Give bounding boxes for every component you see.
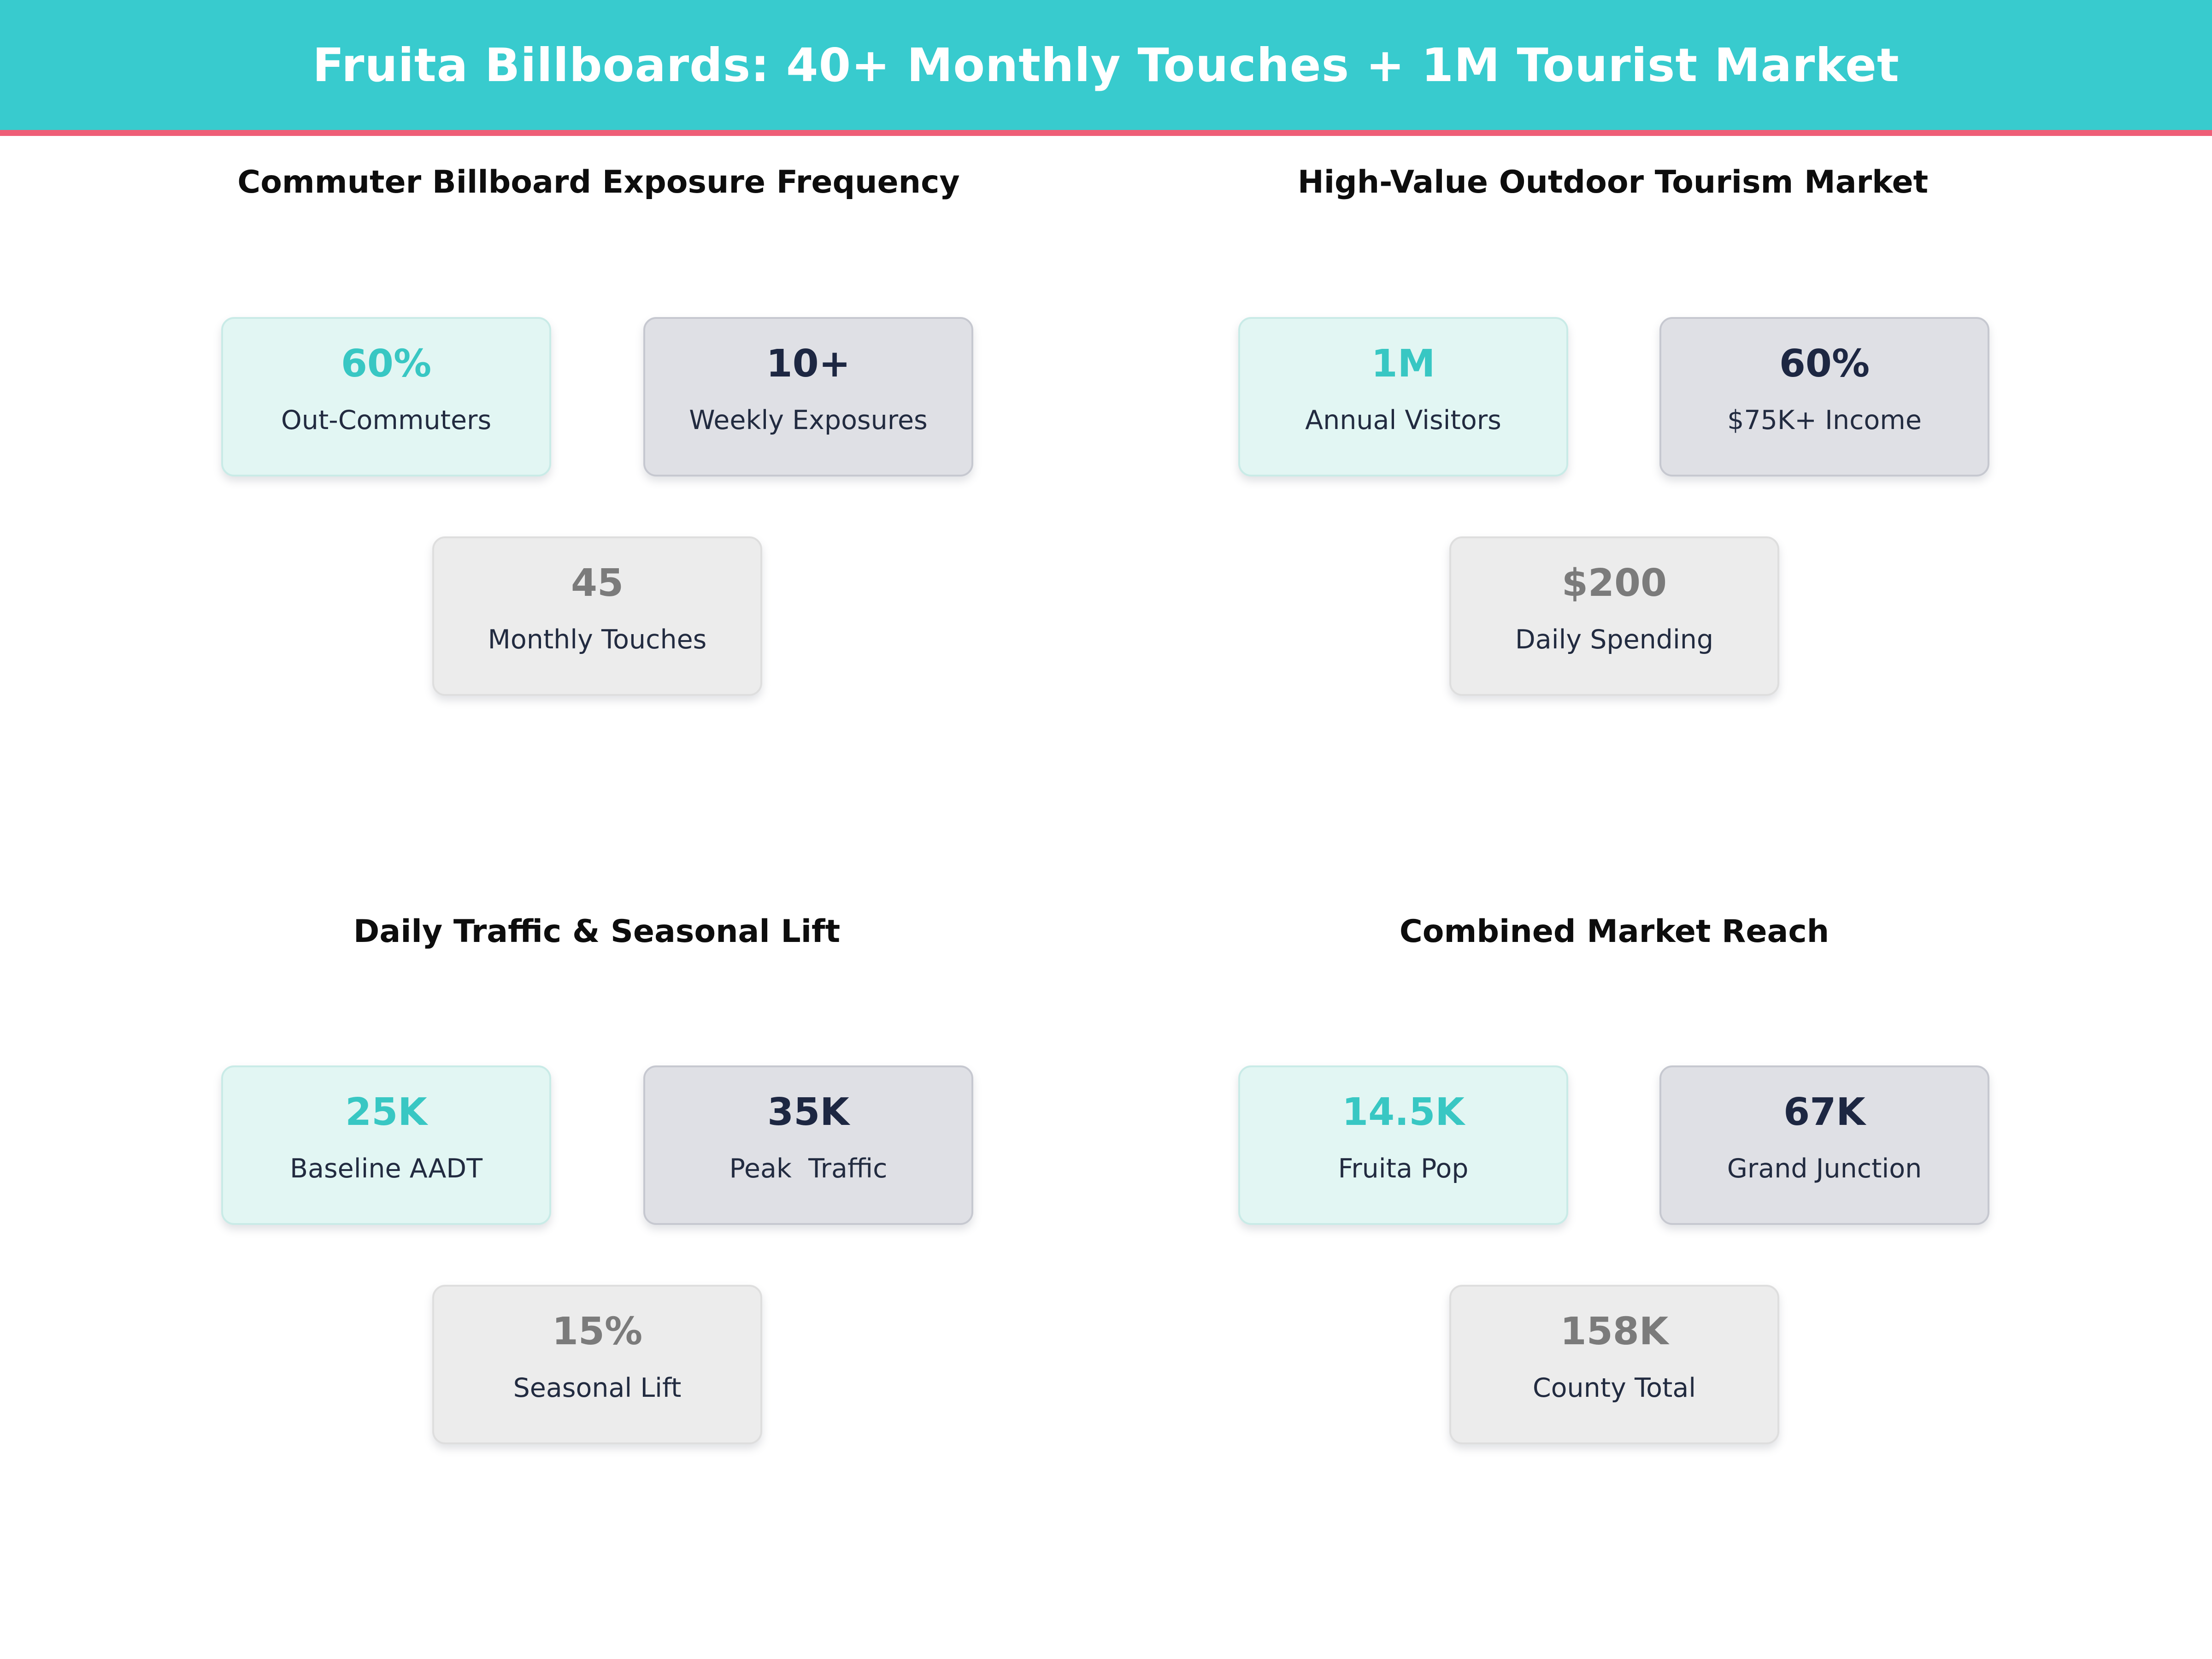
kpi-card-fruita-pop: 14.5K Fruita Pop xyxy=(1238,1065,1568,1225)
kpi-label: Baseline AADT xyxy=(289,1153,483,1184)
section-title-combined-reach: Combined Market Reach xyxy=(1399,913,1830,950)
kpi-value: 25K xyxy=(345,1090,427,1134)
page-title: Fruita Billboards: 40+ Monthly Touches +… xyxy=(312,38,1900,92)
section-title-daily-traffic: Daily Traffic & Seasonal Lift xyxy=(353,913,841,950)
kpi-label: Weekly Exposures xyxy=(689,405,928,435)
kpi-label: Out-Commuters xyxy=(281,405,492,435)
kpi-card-baseline-aadt: 25K Baseline AADT xyxy=(221,1065,551,1225)
section-title-commuter-exposure: Commuter Billboard Exposure Frequency xyxy=(237,164,960,200)
kpi-value: 35K xyxy=(767,1090,849,1134)
kpi-value: 14.5K xyxy=(1342,1090,1465,1134)
kpi-card-seasonal-lift: 15% Seasonal Lift xyxy=(432,1285,762,1444)
kpi-value: 60% xyxy=(341,342,432,386)
kpi-label: Peak Traffic xyxy=(729,1153,888,1184)
kpi-value: 15% xyxy=(552,1310,643,1353)
kpi-value: 1M xyxy=(1371,342,1435,386)
kpi-label: Monthly Touches xyxy=(488,624,707,655)
kpi-card-grand-junction: 67K Grand Junction xyxy=(1659,1065,1989,1225)
kpi-card-income: 60% $75K+ Income xyxy=(1659,317,1989,477)
kpi-label: $75K+ Income xyxy=(1727,405,1922,435)
kpi-label: Daily Spending xyxy=(1515,624,1714,655)
kpi-label: Annual Visitors xyxy=(1305,405,1501,435)
kpi-card-out-commuters: 60% Out-Commuters xyxy=(221,317,551,477)
kpi-value: $200 xyxy=(1561,561,1667,605)
kpi-card-peak-traffic: 35K Peak Traffic xyxy=(643,1065,973,1225)
kpi-label: Fruita Pop xyxy=(1338,1153,1469,1184)
kpi-value: 60% xyxy=(1779,342,1870,386)
kpi-label: Grand Junction xyxy=(1727,1153,1922,1184)
kpi-card-annual-visitors: 1M Annual Visitors xyxy=(1238,317,1568,477)
kpi-value: 45 xyxy=(571,561,624,605)
section-title-tourism-market: High-Value Outdoor Tourism Market xyxy=(1297,164,1929,200)
header-banner: Fruita Billboards: 40+ Monthly Touches +… xyxy=(0,0,2212,130)
kpi-card-daily-spending: $200 Daily Spending xyxy=(1449,536,1779,696)
kpi-label: County Total xyxy=(1532,1373,1696,1403)
kpi-value: 10+ xyxy=(766,342,851,386)
kpi-card-weekly-exposures: 10+ Weekly Exposures xyxy=(643,317,973,477)
kpi-label: Seasonal Lift xyxy=(513,1373,682,1403)
kpi-value: 158K xyxy=(1560,1310,1669,1353)
header-divider xyxy=(0,130,2212,136)
kpi-card-monthly-touches: 45 Monthly Touches xyxy=(432,536,762,696)
kpi-value: 67K xyxy=(1783,1090,1865,1134)
kpi-card-county-total: 158K County Total xyxy=(1449,1285,1779,1444)
